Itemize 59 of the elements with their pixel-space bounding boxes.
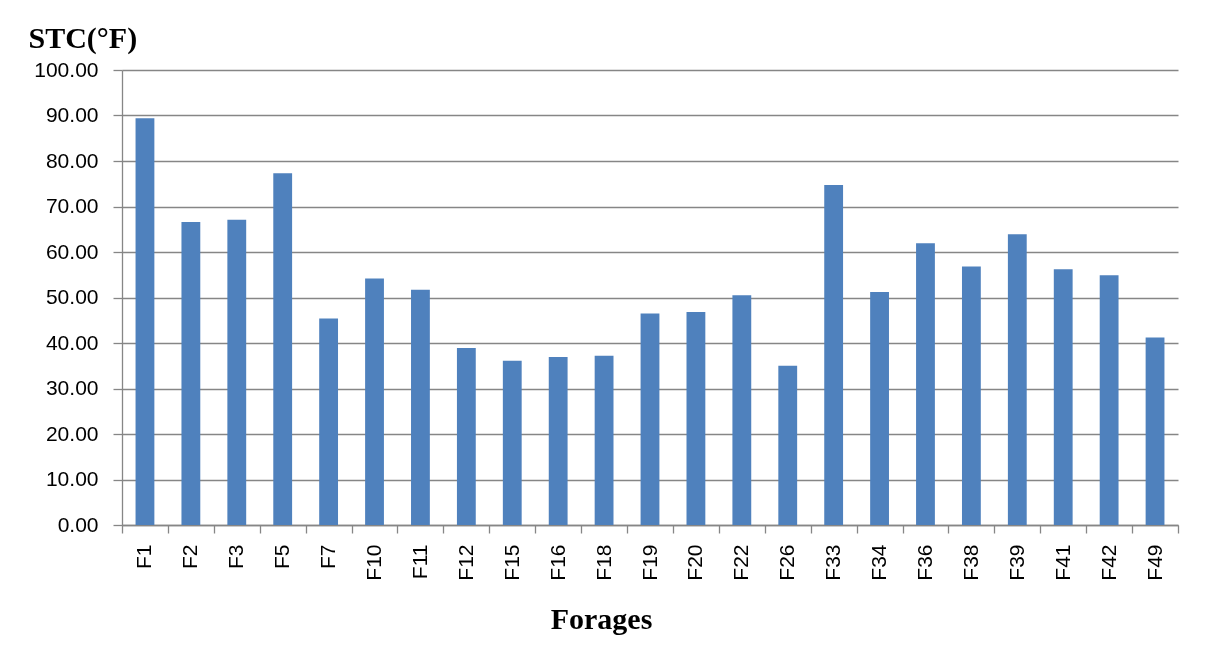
x-tick-label: F34 — [867, 544, 891, 581]
bar — [1007, 234, 1027, 525]
bar — [778, 365, 798, 525]
y-tick-label: 100.00 — [34, 57, 99, 81]
y-tick-label: 60.00 — [45, 239, 99, 263]
x-tick-label: F2 — [178, 544, 202, 570]
x-tick-label: F22 — [729, 544, 753, 581]
x-tick-label: F38 — [958, 544, 982, 581]
x-tick-label: F12 — [453, 544, 477, 581]
bar — [411, 289, 430, 525]
x-tick-label: F15 — [499, 544, 523, 581]
y-tick-label: 30.00 — [45, 376, 99, 399]
bar — [594, 355, 614, 525]
x-tick-label: F39 — [1004, 544, 1028, 581]
bar — [502, 360, 522, 525]
y-tick-label: 40.00 — [45, 330, 99, 354]
y-tick-label: 80.00 — [45, 148, 99, 172]
x-tick-label: F16 — [545, 544, 569, 581]
bar — [456, 348, 476, 525]
bar — [686, 312, 706, 525]
x-tick-label: F20 — [683, 544, 707, 581]
bar — [732, 295, 752, 525]
x-tick-label: F42 — [1096, 544, 1120, 581]
bar — [961, 266, 981, 525]
y-tick-label: 70.00 — [45, 194, 99, 217]
x-tick-label: F36 — [912, 544, 936, 581]
x-tick-label: F7 — [316, 544, 340, 570]
x-tick-label: F41 — [1050, 544, 1074, 581]
x-tick-label: F10 — [362, 544, 386, 581]
y-tick-label: 20.00 — [45, 421, 99, 445]
bar — [319, 318, 339, 525]
x-tick-label: F5 — [270, 544, 294, 570]
x-axis-title: Forages — [550, 601, 653, 635]
x-tick-label: F11 — [407, 544, 431, 580]
bar — [1145, 337, 1165, 525]
bar — [1053, 269, 1073, 525]
bar — [181, 221, 201, 525]
bar — [824, 185, 844, 525]
bar — [870, 292, 889, 525]
x-tick-label: F19 — [637, 544, 661, 581]
bar — [548, 357, 568, 525]
y-tick-label: 10.00 — [45, 467, 99, 490]
y-axis-title: STC(°F) — [28, 20, 138, 55]
x-tick-label: F1 — [132, 544, 156, 570]
y-tick-label: 0.00 — [57, 512, 99, 536]
x-tick-label: F49 — [1142, 544, 1166, 581]
bar — [365, 278, 384, 525]
x-tick-label: F26 — [775, 544, 799, 581]
bar — [1099, 275, 1119, 525]
x-tick-label: F3 — [224, 544, 248, 570]
bar — [273, 173, 293, 525]
bar — [640, 313, 660, 525]
bar — [135, 118, 155, 525]
bar — [227, 219, 247, 525]
y-tick-label: 90.00 — [45, 103, 99, 126]
x-tick-label: F18 — [591, 544, 615, 581]
y-tick-label: 50.00 — [45, 285, 99, 308]
bar — [916, 243, 935, 525]
x-tick-label: F33 — [821, 544, 845, 581]
